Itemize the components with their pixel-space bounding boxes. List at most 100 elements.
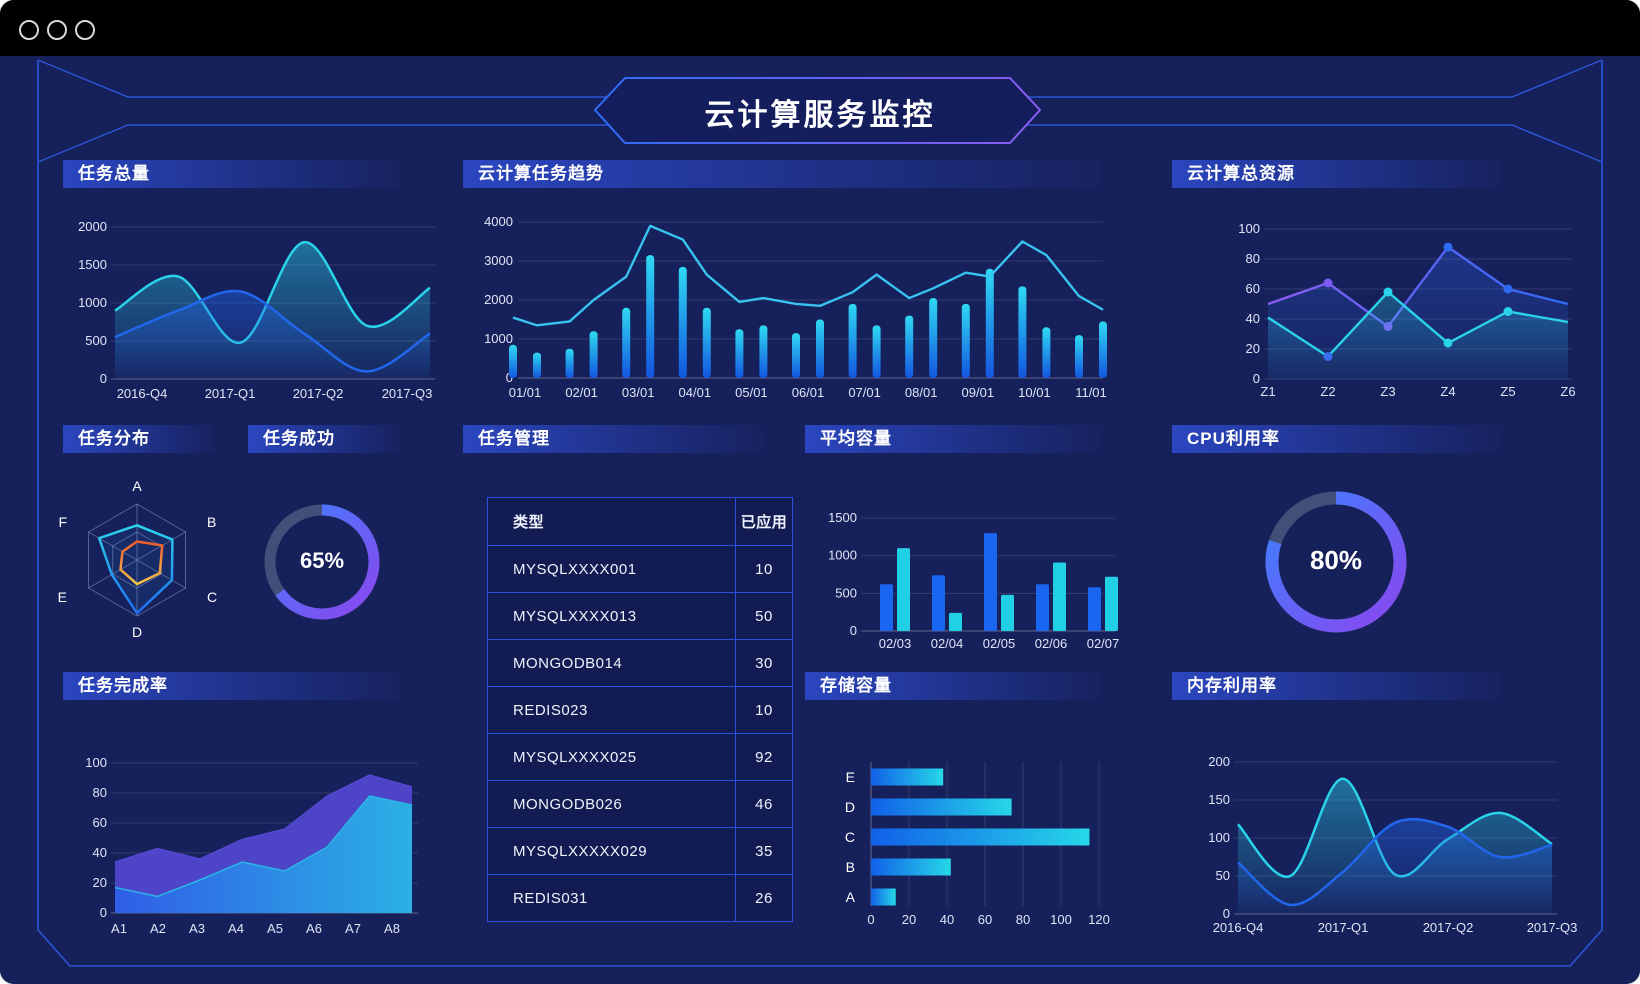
svg-text:20: 20: [1246, 341, 1260, 356]
svg-text:1000: 1000: [78, 295, 107, 310]
panel-header-cpu: CPU利用率: [1172, 425, 1500, 453]
svg-text:2017-Q3: 2017-Q3: [1527, 920, 1578, 935]
svg-text:80: 80: [1246, 251, 1260, 266]
svg-text:0: 0: [1223, 906, 1230, 921]
panel-header-storage: 存储容量: [805, 672, 1100, 700]
svg-text:E: E: [58, 589, 67, 605]
svg-text:0: 0: [850, 623, 857, 638]
column-header-applied: 已应用: [735, 497, 793, 546]
column-header-type: 类型: [487, 497, 736, 546]
svg-text:02/07: 02/07: [1087, 636, 1120, 651]
svg-text:60: 60: [978, 912, 992, 927]
panel-title-cpu: CPU利用率: [1187, 429, 1280, 448]
svg-text:B: B: [207, 514, 216, 530]
task-distribution-radar[interactable]: A B C D E F: [58, 471, 228, 686]
panel-title-memory: 内存利用率: [1187, 676, 1277, 695]
svg-text:02/01: 02/01: [565, 385, 598, 400]
svg-text:A: A: [132, 478, 142, 494]
table-row[interactable]: REDIS031 26: [487, 874, 793, 922]
panel-title-cloud-resource: 云计算总资源: [1187, 164, 1295, 183]
svg-text:2000: 2000: [484, 292, 513, 307]
page-title: 云计算服务监控: [704, 99, 936, 132]
svg-text:A6: A6: [306, 921, 322, 936]
svg-text:3000: 3000: [484, 253, 513, 268]
table-row[interactable]: MYSQLXXXX025 92: [487, 733, 793, 781]
avg-capacity-chart[interactable]: 0 500 1000 1500 02/03 02/04 02/05 02/06 02/07: [805, 466, 1120, 666]
panel-title-avg-capacity: 平均容量: [820, 429, 892, 448]
panel-header-task-success: 任务成功: [248, 425, 400, 453]
svg-text:2016-Q4: 2016-Q4: [117, 386, 168, 401]
task-success-donut[interactable]: [250, 471, 400, 676]
svg-text:02/03: 02/03: [879, 636, 912, 651]
cloud-resource-chart[interactable]: 0 20 40 60 80 100 Z1 Z2 Z3 Z4 Z5 Z6: [1172, 196, 1592, 411]
cell-type: REDIS023: [487, 686, 736, 734]
svg-text:0: 0: [867, 912, 874, 927]
svg-text:2016-Q4: 2016-Q4: [1213, 920, 1264, 935]
panel-title-cloud-trend: 云计算任务趋势: [478, 164, 604, 183]
cell-type: MYSQLXXXXX029: [487, 827, 736, 875]
memory-chart[interactable]: 0 50 100 150 200 2016-Q4 2017-Q1 2017-Q2 2017-Q3: [1172, 716, 1592, 961]
cloud-trend-chart[interactable]: 0 1000 2000 3000 4000 01/01 02/01 03/01 04/01 05/…: [463, 196, 1108, 411]
panel-title-task-success: 任务成功: [263, 429, 335, 448]
cell-applied: 46: [735, 780, 793, 828]
svg-text:1500: 1500: [828, 510, 857, 525]
svg-text:E: E: [846, 769, 855, 785]
table-row[interactable]: MONGODB026 46: [487, 780, 793, 828]
svg-text:07/01: 07/01: [848, 385, 881, 400]
cell-applied: 26: [735, 874, 793, 922]
cell-type: REDIS031: [487, 874, 736, 922]
svg-text:Z5: Z5: [1500, 384, 1515, 399]
cell-type: MYSQLXXXX025: [487, 733, 736, 781]
table-row[interactable]: MYSQLXXXX013 50: [487, 592, 793, 640]
table-row[interactable]: MYSQLXXXXX029 35: [487, 827, 793, 875]
minimize-button[interactable]: [47, 20, 67, 40]
svg-text:02/06: 02/06: [1035, 636, 1068, 651]
svg-text:A3: A3: [189, 921, 205, 936]
table-row[interactable]: MONGODB014 30: [487, 639, 793, 687]
svg-text:2017-Q1: 2017-Q1: [205, 386, 256, 401]
svg-text:100: 100: [1208, 830, 1230, 845]
cell-type: MONGODB014: [487, 639, 736, 687]
panel-header-memory: 内存利用率: [1172, 672, 1500, 700]
svg-text:02/04: 02/04: [931, 636, 964, 651]
maximize-button[interactable]: [75, 20, 95, 40]
cell-applied: 92: [735, 733, 793, 781]
cpu-donut[interactable]: [1250, 471, 1422, 676]
svg-text:40: 40: [940, 912, 954, 927]
close-button[interactable]: [19, 20, 39, 40]
panel-title-task-manage: 任务管理: [478, 429, 550, 448]
table-row[interactable]: MYSQLXXXX001 10: [487, 545, 793, 593]
svg-text:A4: A4: [228, 921, 244, 936]
cell-applied: 10: [735, 686, 793, 734]
panel-title-storage: 存储容量: [820, 676, 892, 695]
svg-text:500: 500: [85, 333, 107, 348]
svg-text:0: 0: [506, 370, 513, 385]
table-header-row: 类型 已应用: [487, 497, 793, 546]
completion-chart[interactable]: 0 20 40 60 80 100 A1 A2 A3 A4 A5 A6 A7 A8: [63, 746, 443, 961]
svg-text:20: 20: [93, 875, 107, 890]
svg-text:2017-Q2: 2017-Q2: [293, 386, 344, 401]
cell-applied: 50: [735, 592, 793, 640]
cell-applied: 35: [735, 827, 793, 875]
svg-text:100: 100: [1050, 912, 1072, 927]
svg-text:Z2: Z2: [1320, 384, 1335, 399]
svg-text:150: 150: [1208, 792, 1230, 807]
table-row[interactable]: REDIS023 10: [487, 686, 793, 734]
svg-text:80: 80: [93, 785, 107, 800]
svg-text:1500: 1500: [78, 257, 107, 272]
svg-text:60: 60: [93, 815, 107, 830]
svg-text:2017-Q2: 2017-Q2: [1423, 920, 1474, 935]
task-total-chart[interactable]: 0 500 1000 1500 2000 2016-Q4 2017-Q1 2017-Q2 201…: [63, 196, 443, 411]
svg-text:A5: A5: [267, 921, 283, 936]
svg-text:A2: A2: [150, 921, 166, 936]
svg-text:50: 50: [1216, 868, 1230, 883]
svg-text:10/01: 10/01: [1018, 385, 1051, 400]
panel-title-completion: 任务完成率: [78, 676, 168, 695]
cell-applied: 30: [735, 639, 793, 687]
svg-text:200: 200: [1208, 754, 1230, 769]
dashboard-content: 云计算服务监控 任务总量 云计算任务趋势 云计算总资源 任务分布 任务成功 任务…: [0, 56, 1640, 984]
svg-text:11/01: 11/01: [1075, 385, 1107, 400]
svg-text:0: 0: [1253, 371, 1260, 386]
